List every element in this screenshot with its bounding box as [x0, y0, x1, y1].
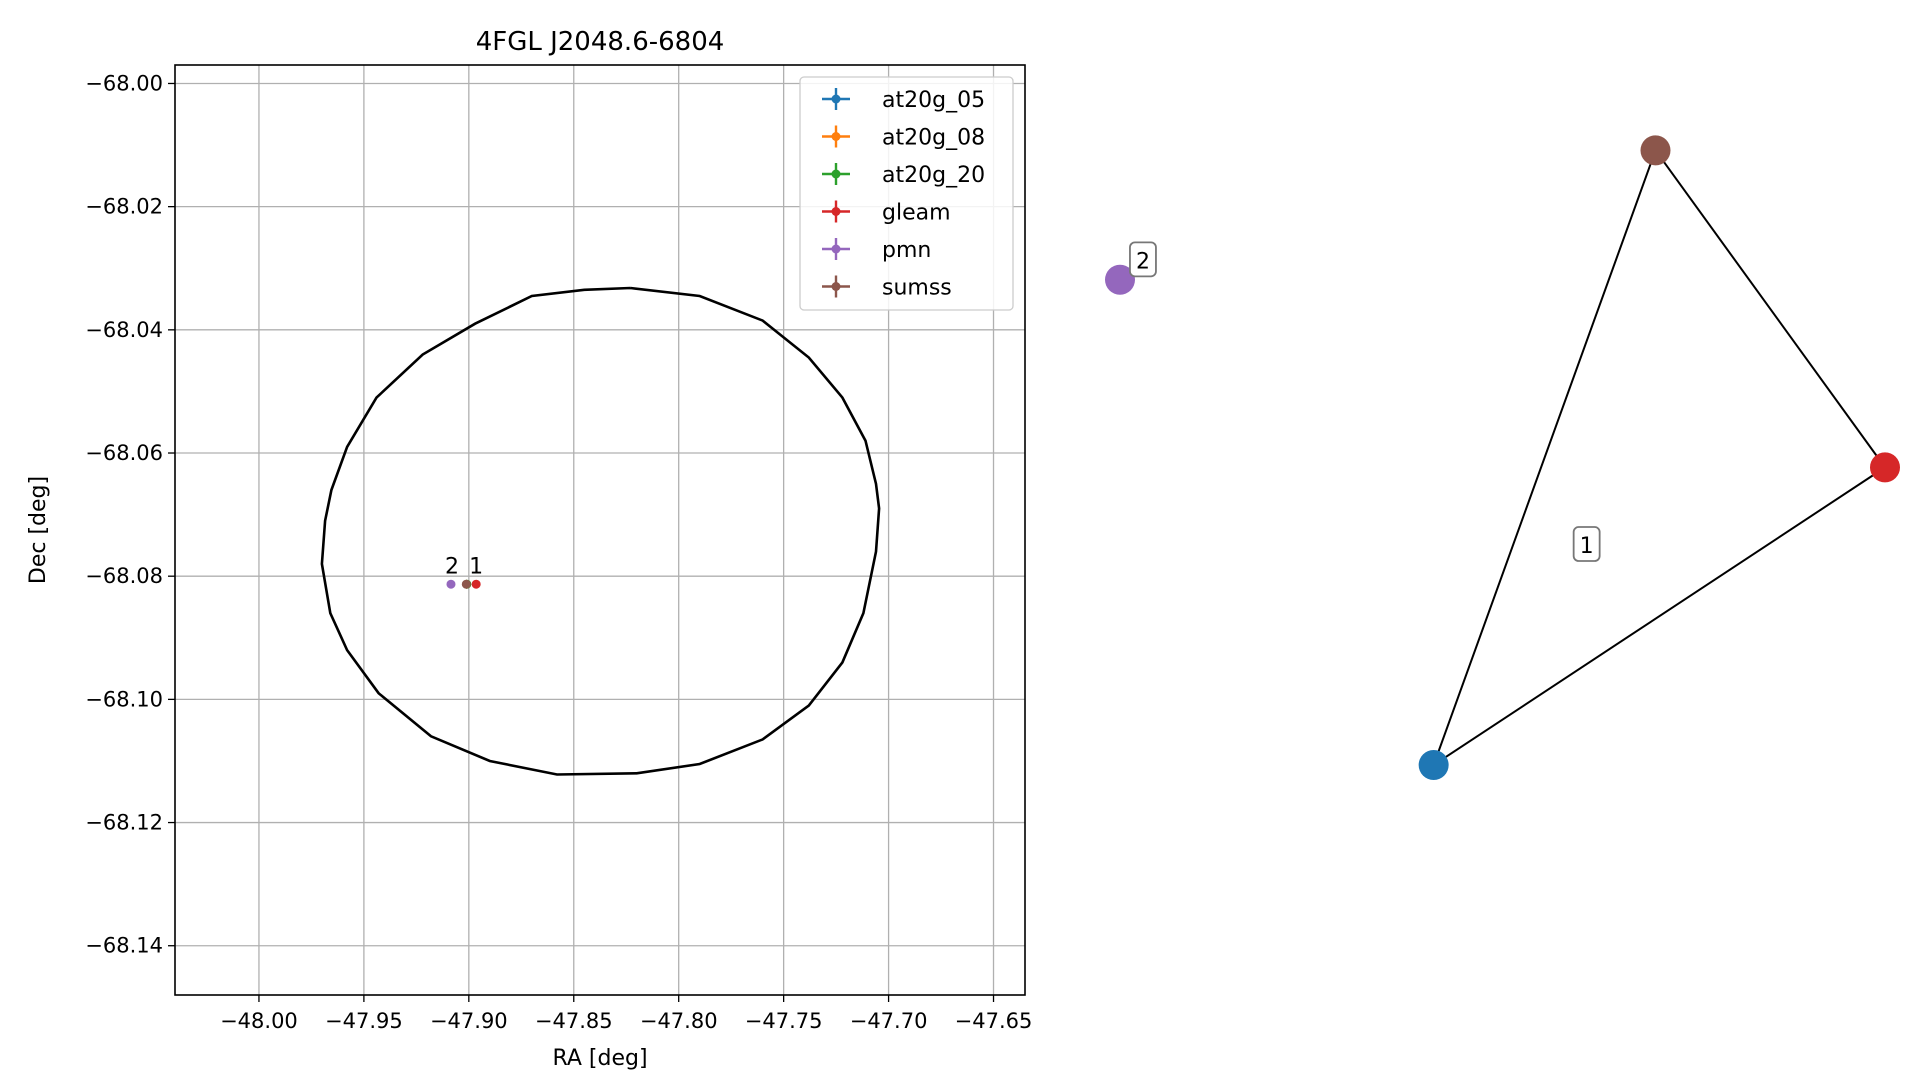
point-pmn: [446, 579, 456, 589]
legend-marker-dot: [831, 282, 841, 291]
node-pmn: [1105, 264, 1135, 295]
legend-marker-dot: [831, 169, 841, 179]
network-label-box: [1129, 241, 1157, 278]
x-tick-label: −47.75: [745, 1009, 823, 1033]
legend-marker-dot: [831, 244, 841, 254]
y-axis-label: Dec [deg]: [26, 476, 51, 584]
x-axis-label: RA [deg]: [552, 1046, 647, 1071]
localization-ellipse: [320, 286, 881, 776]
y-tick-label: −68.04: [85, 318, 163, 342]
y-tick-label: −68.12: [85, 811, 163, 835]
network-label-text: 1: [1580, 534, 1594, 559]
legend-entry-gleam: gleam: [822, 200, 951, 226]
legend-label: gleam: [882, 201, 951, 226]
x-tick-label: −48.00: [220, 1009, 298, 1033]
node-gleam: [1870, 452, 1900, 483]
grid: [175, 65, 1025, 995]
legend-label: at20g_20: [882, 163, 985, 188]
y-tick-label: −68.00: [85, 71, 163, 95]
legend-label: sumss: [882, 276, 952, 301]
y-tick-label: −68.02: [85, 195, 163, 219]
data-points: [446, 579, 481, 589]
y-tick-label: −68.06: [85, 441, 163, 465]
network-label: 1: [1572, 526, 1601, 562]
point-gleam: [471, 579, 481, 589]
node-at20g: [1418, 750, 1449, 780]
legend-label: at20g_08: [882, 126, 985, 151]
x-tick-label: −47.90: [430, 1009, 508, 1033]
legend-entry-at20g_20: at20g_20: [822, 163, 985, 188]
legend-entry-at20g_08: at20g_08: [822, 125, 985, 151]
network-graph: 21: [1105, 135, 1900, 780]
edge-gleam-at20g: [1433, 466, 1886, 766]
axes-frame: [174, 64, 1026, 996]
legend-entry-sumss: sumss: [822, 275, 952, 301]
edge-at20g-sumss: [1432, 150, 1657, 766]
ellipse-outline: [320, 286, 881, 776]
legend-entry-pmn: pmn: [822, 238, 931, 263]
legend-box: [799, 76, 1014, 311]
x-tick-label: −47.80: [640, 1009, 718, 1033]
y-tick-label: −68.10: [85, 687, 163, 711]
y-tick-label: −68.08: [85, 564, 163, 588]
chart-title: 4FGL J2048.6-6804: [476, 27, 725, 57]
y-tick-label: −68.14: [85, 934, 163, 958]
legend-marker-dot: [831, 207, 841, 216]
x-axis-ticks: −48.00 −47.95 −47.90 −47.85 −47.80 −47.75 −47.…: [220, 995, 1032, 1033]
legend-label: pmn: [882, 238, 931, 263]
x-tick-label: −47.95: [325, 1009, 403, 1033]
legend-marker-dot: [831, 132, 841, 141]
network-label: 2: [1129, 241, 1157, 278]
point-label: 2: [445, 555, 459, 580]
y-axis-ticks: −68.00 −68.02 −68.04 −68.06 −68.08 −68.10 −68.…: [85, 71, 175, 958]
point-sumss: [461, 579, 471, 589]
point-label: 1: [469, 555, 483, 580]
edge-sumss-gleam: [1654, 149, 1886, 468]
network-label-text: 2: [1136, 249, 1150, 274]
legend-marker-dot: [831, 94, 841, 104]
legend-entry-at20g_05: at20g_05: [822, 88, 985, 113]
node-sumss: [1640, 135, 1671, 166]
x-tick-label: −47.70: [850, 1009, 928, 1033]
x-tick-label: −47.85: [535, 1009, 613, 1033]
legend-label: at20g_05: [882, 88, 985, 113]
x-tick-label: −47.65: [955, 1009, 1033, 1033]
network-label-box: [1572, 526, 1601, 562]
